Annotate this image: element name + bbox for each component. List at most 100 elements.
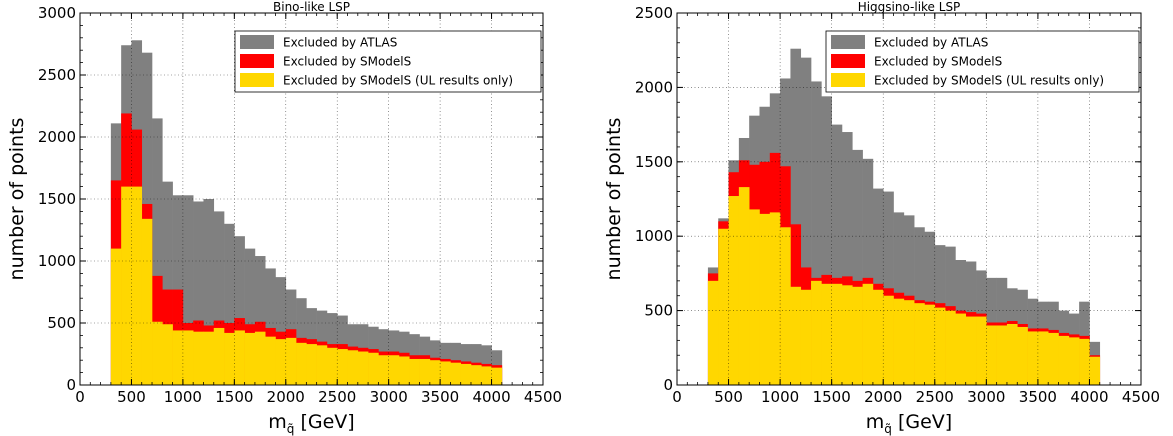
histogram-bar [1017, 326, 1028, 385]
histogram-bar [152, 118, 163, 386]
histogram-bar [368, 352, 379, 385]
x-tick-label: 3000 [967, 388, 1005, 406]
histogram-bar [883, 295, 894, 385]
x-axis-label: mq̃ [GeV] [268, 411, 354, 436]
x-tick-label: 1500 [813, 388, 851, 406]
x-tick-label: 4500 [524, 388, 562, 406]
y-tick-label: 0 [663, 376, 673, 394]
histogram-bar [986, 325, 997, 385]
y-tick-label: 1000 [635, 227, 673, 245]
histogram-bar [388, 355, 400, 385]
y-tick-label: 500 [47, 314, 76, 332]
histogram-bar [1089, 356, 1101, 385]
legend-label: Excluded by ATLAS [874, 36, 988, 50]
histogram-bar [738, 187, 750, 385]
histogram-bar [945, 310, 956, 385]
histogram-bar [831, 283, 843, 385]
histogram-bar [862, 158, 874, 385]
x-tick-label: 0 [672, 388, 682, 406]
x-axis-label-unit: [GeV] [294, 411, 354, 433]
histogram-bar [841, 132, 853, 385]
histogram-bar [378, 355, 389, 385]
histogram-bar [193, 331, 204, 385]
histogram-bar [934, 307, 946, 385]
histogram-bar [224, 332, 235, 385]
x-tick-label: 3000 [370, 388, 408, 406]
histogram-bar [491, 367, 503, 385]
x-tick-label: 4000 [472, 388, 510, 406]
histogram-bar [852, 149, 863, 385]
histogram-bar [718, 228, 729, 385]
x-axis-label-main: m [268, 411, 287, 433]
histogram-bar [759, 213, 771, 385]
histogram-bar [337, 349, 348, 385]
histogram-bar [965, 316, 977, 385]
histogram-bar [811, 280, 822, 385]
legend-swatch [831, 73, 865, 87]
histogram-bar [811, 81, 822, 385]
legend-label: Excluded by SModelS (UL results only) [874, 74, 1104, 88]
axes-frame [676, 12, 1142, 386]
y-tick-label: 3000 [38, 4, 76, 22]
histogram-bar [903, 300, 915, 385]
histogram-bar [141, 218, 153, 385]
legend-label: Excluded by SModelS [874, 55, 1002, 69]
histogram-bar [224, 223, 235, 385]
histogram-bar [852, 286, 863, 385]
higgsino-panel: 0 500 1000 1500 2000 2500 3000 3500 4000 4500 0 500… [603, 0, 1160, 436]
histogram-bar [419, 358, 431, 385]
histogram-bar [470, 365, 482, 385]
y-tick-label: 500 [644, 302, 673, 320]
histogram-bar [254, 256, 266, 385]
x-tick-label: 3500 [1019, 388, 1057, 406]
legend [234, 30, 542, 93]
histogram-bar [1058, 335, 1070, 385]
histogram-bar [450, 362, 461, 385]
histogram-bar [800, 57, 812, 385]
histogram-bar [893, 298, 905, 385]
histogram-bar [1079, 338, 1090, 385]
y-axis-label: number of points [603, 118, 625, 281]
histogram-bar [275, 277, 287, 385]
histogram-bar [409, 358, 420, 385]
legend-swatch [240, 54, 274, 68]
histogram-bar [162, 324, 173, 385]
legend-label: Excluded by SModelS (UL results only) [283, 74, 513, 88]
x-tick-label: 500 [117, 388, 146, 406]
y-tick-label: 2000 [635, 78, 673, 96]
legend-label: Excluded by ATLAS [283, 36, 397, 50]
histogram-bar [121, 186, 132, 385]
histogram-bar [872, 289, 884, 385]
x-axis-label-sub: q̃ [884, 422, 892, 436]
histogram-bar [821, 96, 832, 385]
histogram-bar [790, 286, 802, 385]
legend [825, 30, 1140, 93]
histogram-bar [316, 345, 328, 385]
histogram-bar [110, 248, 122, 385]
histogram-bar [460, 363, 472, 385]
x-tick-label: 4500 [1122, 388, 1160, 406]
histogram-bar [790, 48, 802, 385]
x-axis-label-main: m [866, 411, 885, 433]
histogram-bar [398, 356, 410, 385]
y-tick-label: 1000 [38, 252, 76, 270]
histogram-bar [254, 331, 266, 385]
histogram-bar [193, 201, 204, 385]
chart-title: Higgsino-like LSP [858, 0, 961, 14]
x-tick-label: 3500 [421, 388, 459, 406]
histogram-bar [306, 344, 317, 385]
histogram-bar [780, 227, 791, 385]
x-tick-label: 1000 [761, 388, 799, 406]
legend-swatch [831, 54, 865, 68]
histogram-bar [440, 361, 451, 385]
legend-label: Excluded by SModelS [283, 55, 411, 69]
histogram-bar [182, 330, 194, 385]
x-tick-label: 1500 [215, 388, 253, 406]
histogram-bar [244, 332, 256, 385]
histogram-bar [1068, 337, 1080, 385]
histogram-bar [172, 330, 184, 385]
histogram-bar [203, 199, 215, 385]
histogram-bar [914, 303, 925, 385]
x-axis-label-unit: [GeV] [892, 411, 952, 433]
